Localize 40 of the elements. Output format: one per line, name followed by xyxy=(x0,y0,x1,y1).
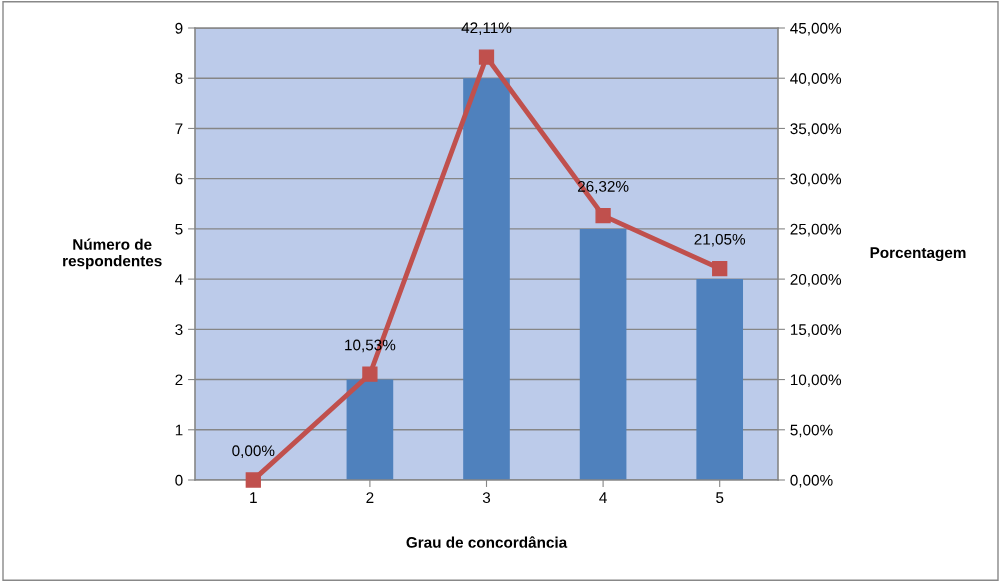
data-label: 42,11% xyxy=(461,22,512,35)
y2-tick-label: 25,00% xyxy=(790,223,842,237)
x-tick-label: 4 xyxy=(599,492,607,503)
y-tick-label: 3 xyxy=(175,324,183,336)
y-tick-label: 7 xyxy=(175,123,183,134)
bar xyxy=(579,228,627,480)
y2-axis-title: Porcentagem xyxy=(870,247,966,262)
y-tick-label: 2 xyxy=(175,374,183,386)
y-tick-label: 0 xyxy=(175,474,183,486)
y2-tick-label: 5,00% xyxy=(790,424,833,438)
bar xyxy=(346,379,394,480)
data-label: 0,00% xyxy=(232,445,275,458)
y-tick-label: 4 xyxy=(175,274,183,285)
y2-tick-label: 30,00% xyxy=(790,173,842,187)
x-tick-label: 5 xyxy=(716,492,724,504)
y-tick-label: 6 xyxy=(175,173,183,185)
y2-tick-label: 0,00% xyxy=(790,474,833,488)
y2-tick-label: 20,00% xyxy=(790,273,842,287)
y-tick-label: 1 xyxy=(175,424,183,436)
y-tick-label: 9 xyxy=(175,22,183,34)
y2-tick-label: 10,00% xyxy=(790,374,842,388)
data-label: 21,05% xyxy=(694,233,746,247)
x-axis-title: Grau de concordância xyxy=(406,536,568,548)
y-tick-label: 8 xyxy=(175,73,183,84)
y-tick-label: 5 xyxy=(175,223,183,235)
y2-tick-label: 15,00% xyxy=(790,324,842,337)
point xyxy=(712,260,728,277)
bar xyxy=(463,78,510,480)
bar xyxy=(696,279,744,480)
point xyxy=(478,49,495,65)
y2-tick-label: 40,00% xyxy=(790,73,842,86)
point xyxy=(362,366,378,382)
y-axis-title: Número de respondentes xyxy=(63,238,162,270)
x-tick-label: 1 xyxy=(250,492,257,503)
point xyxy=(595,207,611,224)
x-tick-label: 3 xyxy=(482,492,491,504)
point xyxy=(245,472,261,488)
x-tick-label: 2 xyxy=(366,492,374,503)
y2-tick-label: 45,00% xyxy=(790,22,842,36)
y2-tick-label: 35,00% xyxy=(790,123,842,136)
